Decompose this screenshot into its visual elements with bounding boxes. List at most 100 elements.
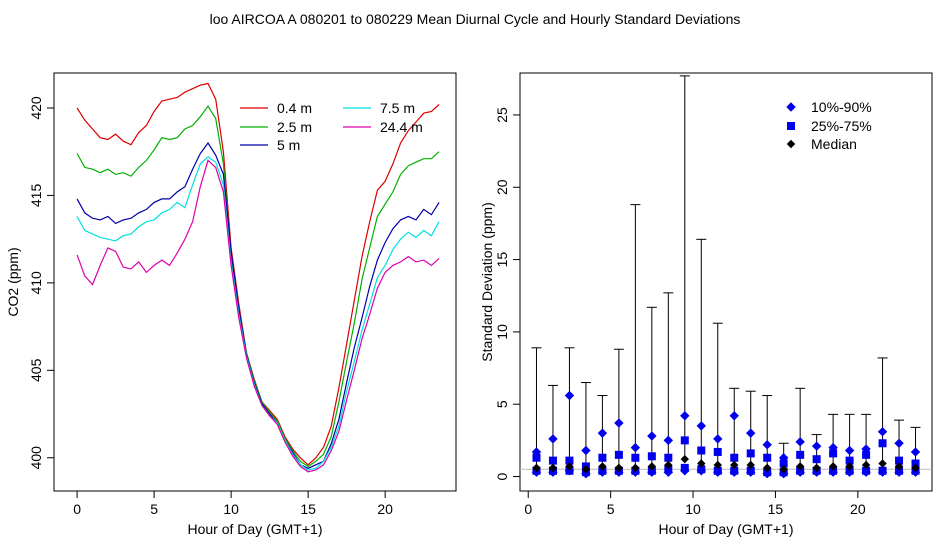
p75-marker [631,453,640,462]
p25-marker [730,466,739,475]
median-marker [548,463,558,473]
median-marker [680,454,690,464]
legend-label: 0.4 m [277,100,312,116]
p90-marker [680,411,690,421]
p90-marker [581,445,591,456]
legend-label: 10%-90% [811,99,872,115]
median-marker [911,463,920,473]
median-marker [532,463,541,473]
standard-deviation-scatter-chart: 0 5 10 15 20 0 5 10 15 20 25 Hour of Day (GMT+1) Sta… [479,72,933,537]
median-marker [664,460,673,470]
median-marker [861,460,871,470]
plot-frame [53,72,457,492]
p75-marker [713,447,722,456]
legend-label: 7.5 m [380,100,415,116]
p75-marker [812,455,821,464]
p75-marker [895,456,904,465]
p90-marker [696,421,706,431]
median-marker [878,459,887,468]
p25-marker [878,466,887,475]
median-marker [746,460,755,470]
x-tick-label: 5 [607,501,615,517]
y-tick-label: 5 [494,400,510,408]
p90-marker [729,411,739,421]
x-tick-label: 10 [223,501,239,517]
legend-label: 2.5 m [277,119,312,135]
x-tick-label: 0 [73,501,81,517]
median-marker [631,463,640,473]
series-line [76,105,440,468]
p75-marker [598,453,607,462]
median-marker [730,460,739,470]
x-tick-label: 0 [524,501,532,517]
p75-marker [911,459,920,468]
p75-marker [697,446,706,455]
p75-marker [779,459,788,468]
p75-marker [746,449,755,458]
p75-marker [565,456,574,465]
p25-marker [829,466,838,475]
p90-marker [894,438,904,448]
y-tick-label: 0 [494,472,510,480]
p90-marker [811,441,822,451]
y-tick-label: 20 [494,179,510,195]
p75-marker [878,439,887,448]
p75-marker [796,450,805,459]
p25-marker [763,468,772,477]
x-tick-label: 20 [850,501,866,517]
median-marker [581,465,591,474]
p25-marker [647,466,656,475]
median-marker [647,462,657,471]
median-marker [565,462,574,471]
y-axis-label: Standard Deviation (ppm) [479,202,495,362]
p75-marker [614,450,623,459]
p25-marker [796,466,805,475]
co2-diurnal-line-chart: 0 5 10 15 20 400 405 410 415 420 Hour of Day (GMT+… [5,72,457,537]
p75-marker [647,452,656,461]
p75-marker [680,436,689,445]
legend-label: 24.4 m [380,119,423,135]
x-tick-label: 15 [768,501,784,517]
median-marker [828,462,838,471]
y-tick-label: 400 [28,446,44,470]
median-marker [779,465,788,474]
p75-marker [730,453,739,462]
p75-marker [664,453,673,462]
x-tick-label: 5 [150,501,158,517]
p90-marker [614,418,624,428]
p90-marker [597,428,608,438]
p25-marker [598,466,607,475]
legend-swatch [786,139,796,149]
x-axis-label: Hour of Day (GMT+1) [659,521,794,537]
x-axis-label: Hour of Day (GMT+1) [188,521,323,537]
chart-title: loo AIRCOA A 080201 to 080229 Mean Diurn… [209,11,741,27]
p90-marker [844,445,855,456]
x-tick-label: 20 [377,501,393,517]
legend-label: 5 m [277,137,300,153]
median-marker [762,463,772,473]
y-tick-label: 15 [494,252,510,268]
median-marker [614,463,624,473]
median-marker [697,459,706,468]
p90-marker [663,435,674,446]
p75-marker [829,449,838,458]
p25-marker [895,466,904,475]
median-marker [845,462,854,471]
p75-marker [548,456,557,465]
legend-label: 25%-75% [811,118,872,134]
plot-frame [519,72,933,492]
p25-marker [565,466,574,475]
p90-marker [647,431,657,441]
p25-marker [845,466,854,475]
p25-marker [862,466,871,475]
y-tick-label: 420 [28,96,44,120]
p90-marker [762,440,772,450]
median-marker [598,462,607,471]
median-marker [894,462,904,471]
y-tick-label: 10 [494,324,510,340]
p90-marker [630,442,641,453]
median-marker [812,463,821,473]
series-line [76,141,440,469]
p75-marker [532,453,541,462]
p25-marker [680,463,689,472]
